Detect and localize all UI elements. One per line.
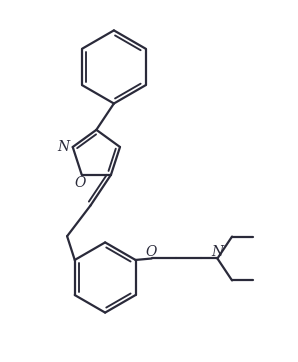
Text: N: N	[211, 245, 224, 259]
Text: O: O	[74, 176, 86, 190]
Text: N: N	[57, 140, 69, 154]
Text: O: O	[146, 245, 157, 259]
